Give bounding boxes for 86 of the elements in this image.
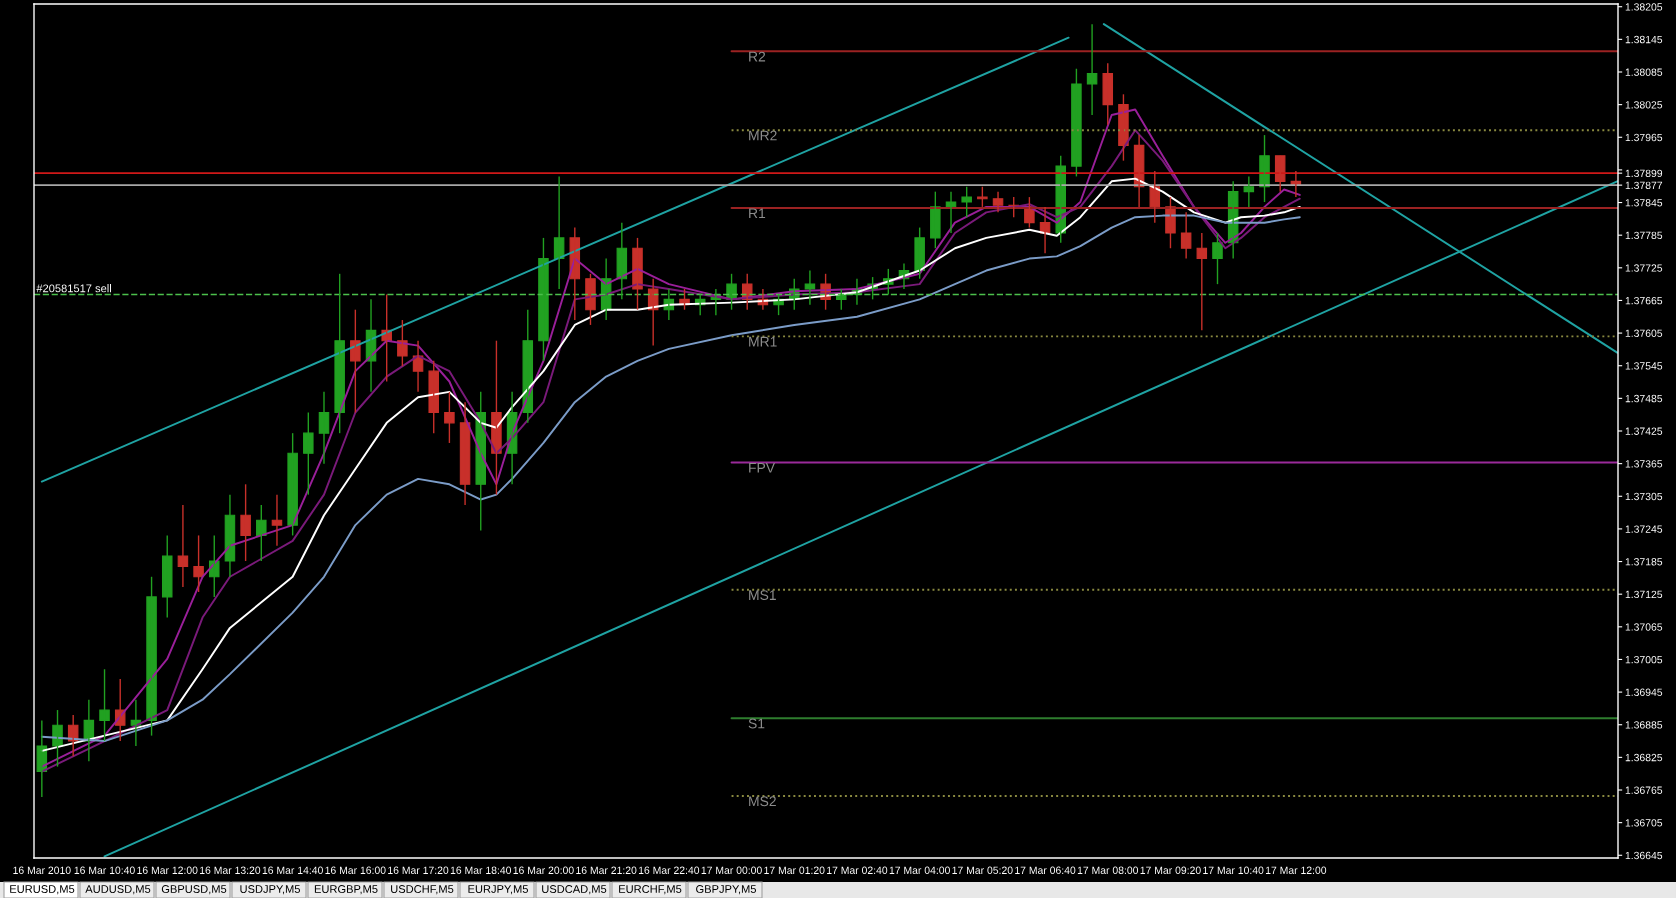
text: AUDUSD,M5 — [85, 885, 151, 895]
text: USDCHF,M5 — [391, 885, 454, 895]
text: GBPJPY,M5 — [696, 885, 756, 895]
x-tick-label: 16 Mar 17:20 — [388, 866, 449, 874]
y-tick-label: 1.37305 — [1625, 492, 1663, 501]
y-tick-label: 1.38145 — [1625, 35, 1663, 44]
series-label: MR1 — [749, 336, 777, 347]
text: GBPUSD,M5 — [161, 885, 227, 895]
y-tick-label: 1.36825 — [1625, 753, 1663, 762]
candlestick — [303, 411, 314, 496]
x-tick-label: 16 Mar 13:20 — [200, 866, 261, 874]
y-tick-label: 1.37485 — [1625, 394, 1663, 403]
y-tick-label: 1.36765 — [1625, 786, 1663, 794]
text: EURUSD,M5 — [10, 885, 75, 895]
series-label: R1 — [749, 208, 766, 219]
y-tick-label: 1.36705 — [1625, 819, 1663, 827]
x-tick-label: 16 Mar 10:40 — [74, 866, 135, 874]
candlestick — [914, 226, 925, 280]
x-tick-label: 16 Mar 18:40 — [450, 866, 512, 874]
candlestick — [444, 391, 455, 444]
candlestick — [146, 576, 157, 737]
x-tick-label: 17 Mar 05:20 — [952, 866, 1013, 874]
y-tick-label: 1.37245 — [1625, 525, 1663, 533]
candlestick — [161, 534, 173, 619]
candlestick — [538, 237, 549, 362]
candlestick — [930, 190, 941, 249]
series-label: S1 — [748, 718, 765, 729]
x-tick-label: 16 Mar 20:00 — [513, 866, 574, 874]
y-tick-label: 1.37877 — [1625, 181, 1663, 190]
text: EURJPY,M5 — [468, 885, 528, 895]
x-tick-label: 16 Mar 21:20 — [576, 866, 637, 874]
x-tick-label: 17 Mar 00:00 — [701, 866, 762, 874]
candlestick — [240, 483, 251, 562]
series-label: FPV — [749, 463, 775, 473]
candlestick — [1274, 155, 1286, 193]
candlestick — [1212, 232, 1223, 285]
candlestick — [1071, 68, 1082, 178]
y-tick-label: 1.37065 — [1625, 623, 1663, 631]
text: USDCAD,M5 — [542, 885, 607, 895]
y-tick-label: 1.37785 — [1625, 231, 1663, 240]
y-tick-label: 1.37665 — [1625, 296, 1663, 305]
candlestick — [1102, 62, 1114, 126]
x-tick-label: 16 Mar 14:40 — [262, 866, 323, 874]
x-tick-label: 17 Mar 09:20 — [1140, 866, 1201, 874]
series-label: R2 — [749, 51, 766, 62]
y-tick-label: 1.36945 — [1625, 688, 1663, 696]
y-tick-label: 1.38205 — [1625, 3, 1663, 11]
text: USDJPY,M5 — [240, 885, 300, 895]
x-tick-label: 17 Mar 08:00 — [1077, 866, 1139, 874]
candlestick — [977, 186, 988, 208]
y-tick-label: 1.37365 — [1625, 460, 1663, 468]
x-tick-label: 17 Mar 06:40 — [1015, 866, 1076, 874]
text: EURGBP,M5 — [314, 885, 378, 895]
y-tick-label: 1.36645 — [1625, 851, 1663, 860]
x-tick-label: 17 Mar 01:20 — [764, 866, 825, 874]
y-tick-label: 1.37425 — [1625, 427, 1663, 435]
candlestick — [804, 269, 816, 306]
x-tick-label: 17 Mar 04:00 — [889, 866, 950, 874]
x-tick-label: 17 Mar 02:40 — [827, 866, 888, 874]
y-tick-label: 1.37899 — [1625, 169, 1663, 178]
candlestick — [428, 360, 439, 434]
candlestick — [99, 668, 110, 742]
y-tick-label: 1.37605 — [1625, 329, 1663, 337]
ref-line-label: #20581517 sell — [36, 284, 111, 293]
x-tick-label: 17 Mar 12:00 — [1265, 866, 1327, 874]
y-tick-label: 1.36885 — [1625, 721, 1663, 729]
series-label: MS2 — [749, 796, 776, 807]
series-label: MR2 — [749, 130, 777, 141]
candlestick — [287, 432, 298, 537]
y-tick-label: 1.37725 — [1625, 264, 1663, 272]
y-tick-label: 1.38085 — [1625, 68, 1663, 76]
x-tick-label: 16 Mar 22:40 — [638, 866, 700, 874]
y-tick-label: 1.37005 — [1625, 655, 1663, 664]
text: EURCHF,M5 — [619, 885, 682, 895]
x-tick-label: 16 Mar 16:00 — [325, 866, 386, 874]
y-tick-label: 1.37185 — [1625, 558, 1663, 566]
y-tick-label: 1.37125 — [1625, 590, 1663, 599]
candlestick — [961, 186, 972, 218]
x-tick-label: 16 Mar 2010 — [13, 866, 71, 874]
y-tick-label: 1.37545 — [1625, 362, 1663, 370]
y-tick-label: 1.37845 — [1625, 199, 1663, 207]
x-tick-label: 16 Mar 12:00 — [137, 866, 198, 874]
y-tick-label: 1.37965 — [1625, 133, 1663, 142]
x-tick-label: 17 Mar 10:40 — [1203, 866, 1264, 874]
y-tick-label: 1.38025 — [1625, 101, 1663, 109]
series-label: MS1 — [749, 590, 776, 601]
